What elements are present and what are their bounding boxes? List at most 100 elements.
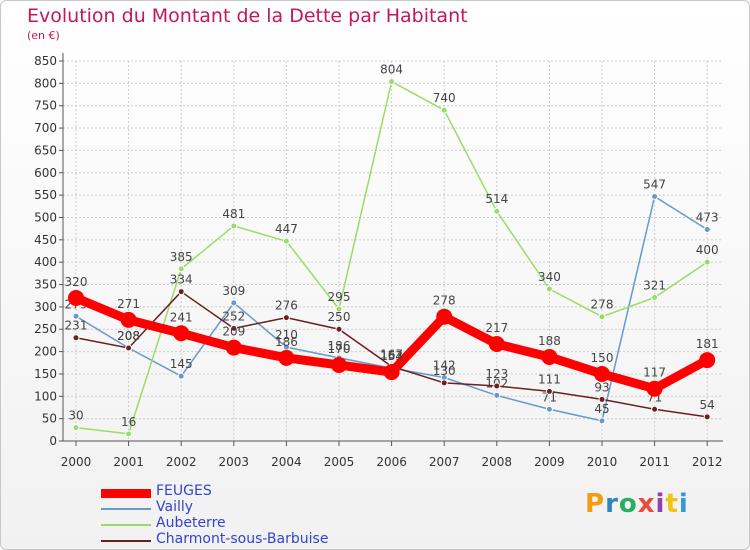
data-label: 547 [643, 177, 666, 191]
data-label: 167 [380, 347, 403, 361]
data-label: 514 [485, 192, 508, 206]
data-label: 208 [117, 329, 140, 343]
data-label: 252 [222, 309, 245, 323]
data-point [651, 192, 659, 200]
logo-letter: i [655, 489, 666, 519]
data-point [278, 349, 295, 366]
data-label: 117 [643, 366, 666, 380]
logo-letter: i [678, 489, 689, 519]
x-tick-label: 2003 [219, 455, 250, 469]
data-point [703, 413, 711, 421]
y-tick-label: 0 [49, 434, 57, 448]
y-tick-label: 100 [34, 389, 57, 403]
data-point [335, 325, 343, 333]
data-label: 186 [275, 335, 298, 349]
x-tick-label: 2005 [324, 455, 355, 469]
y-tick-label: 150 [34, 367, 57, 381]
legend-label: Charmont-sous-Barbuise [156, 531, 329, 547]
data-label: 150 [591, 351, 614, 365]
x-tick-label: 2009 [534, 455, 565, 469]
data-label: 231 [65, 319, 88, 333]
data-label: 217 [485, 321, 508, 335]
data-point [436, 308, 453, 325]
data-label: 170 [328, 342, 351, 356]
data-point [335, 305, 343, 313]
data-label: 334 [170, 273, 193, 287]
data-point [225, 339, 242, 356]
legend-label: Aubeterre [156, 515, 226, 531]
legend-swatch [101, 488, 151, 498]
data-label: 71 [542, 390, 557, 404]
x-tick-label: 2011 [639, 455, 670, 469]
data-point [545, 387, 553, 395]
y-tick-label: 850 [34, 54, 57, 68]
data-label: 340 [538, 270, 561, 284]
data-point [230, 222, 238, 230]
legend-swatch [101, 540, 151, 542]
data-label: 278 [433, 294, 456, 308]
x-tick-label: 2008 [482, 455, 513, 469]
data-point [594, 365, 610, 382]
data-label: 123 [485, 367, 508, 381]
data-label: 54 [700, 398, 715, 412]
data-point [331, 357, 347, 373]
data-point [545, 405, 553, 413]
data-label: 208 [117, 329, 140, 343]
data-point [440, 106, 448, 114]
y-tick-label: 50 [42, 412, 57, 426]
y-tick-label: 250 [34, 322, 57, 336]
y-tick-label: 500 [34, 210, 57, 224]
data-point [72, 424, 80, 432]
data-label: 111 [538, 372, 561, 386]
y-tick-label: 450 [34, 233, 57, 247]
data-label: 30 [68, 409, 83, 423]
data-point [383, 364, 400, 381]
y-tick-label: 300 [34, 300, 57, 314]
data-point [598, 417, 606, 425]
legend-swatch [101, 508, 151, 510]
data-point [282, 237, 290, 245]
data-label: 154 [380, 349, 403, 363]
data-label: 271 [117, 297, 140, 311]
chart-title: Evolution du Montant de la Dette par Hab… [27, 5, 468, 27]
data-label: 481 [222, 207, 245, 221]
x-tick-label: 2006 [376, 455, 407, 469]
data-point [651, 293, 659, 301]
data-label: 241 [170, 310, 193, 324]
y-tick-label: 200 [34, 345, 57, 359]
data-point [173, 325, 190, 342]
data-label: 186 [328, 339, 351, 353]
data-point [177, 288, 185, 296]
data-label: 309 [222, 284, 245, 298]
data-label: 385 [170, 250, 193, 264]
y-tick-label: 750 [34, 99, 57, 113]
data-label: 142 [433, 359, 456, 373]
data-point [703, 226, 711, 234]
data-label: 188 [538, 334, 561, 348]
data-label: 210 [275, 328, 298, 342]
logo-letter: t [665, 489, 679, 519]
data-point [493, 391, 501, 399]
data-label: 295 [328, 290, 351, 304]
data-point [120, 311, 137, 328]
data-point [68, 289, 84, 306]
legend-swatch [101, 524, 151, 526]
data-point [598, 395, 606, 403]
x-tick-label: 2000 [61, 455, 92, 469]
x-tick-label: 2004 [271, 455, 302, 469]
data-label: 740 [433, 91, 456, 105]
logo-letter: r [605, 489, 619, 519]
data-point [493, 382, 501, 390]
y-tick-label: 650 [34, 143, 57, 157]
y-tick-label: 700 [34, 121, 57, 135]
data-point [440, 379, 448, 387]
data-point [388, 78, 396, 86]
x-tick-label: 2010 [587, 455, 618, 469]
data-label: 320 [65, 275, 88, 289]
data-label: 473 [696, 211, 719, 225]
data-label: 16 [121, 415, 136, 429]
y-tick-label: 600 [34, 166, 57, 180]
logo-letter: o [618, 489, 638, 519]
data-point [125, 430, 133, 438]
